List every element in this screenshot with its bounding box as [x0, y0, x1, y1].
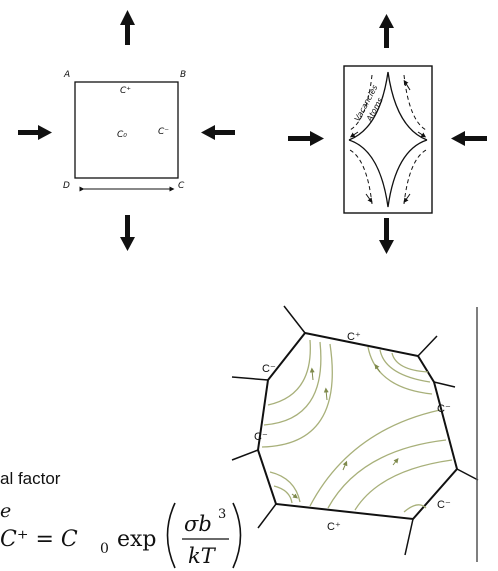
formula-exp: exp [117, 527, 157, 552]
hex-c-minus-left-upper: C⁻ [262, 363, 276, 375]
right-paren [232, 502, 242, 569]
stress-arrow-up-left [120, 10, 135, 45]
hex-c-minus-right-upper: C⁻ [437, 403, 451, 415]
stress-arrow-up-right [379, 14, 394, 48]
left-square-diagram [18, 10, 235, 251]
partial-e-text: e [0, 500, 11, 522]
corner-c: C [178, 181, 185, 191]
diffusion-flow-arrows [291, 363, 399, 499]
corner-a: A [63, 70, 70, 80]
atom-flux-curves [348, 71, 428, 208]
hex-c-plus-top: C⁺ [347, 331, 361, 343]
stress-arrow-left-into-left [201, 125, 235, 140]
formula-numerator-power: 3 [218, 507, 226, 522]
c-plus-label: C⁺ [120, 86, 131, 96]
formula: C⁺ = C 0 exp σb 3 kT [0, 502, 242, 569]
stress-arrow-left-into-right [451, 131, 487, 146]
flux-arrow-3 [403, 193, 411, 204]
stress-arrow-right-into-left [18, 125, 52, 140]
formula-numerator: σb [184, 512, 212, 536]
flux-arrow-2 [349, 131, 359, 138]
c-zero-label: C₀ [117, 130, 127, 140]
corner-b: B [180, 70, 186, 80]
hex-c-minus-right-lower: C⁻ [437, 499, 451, 511]
corner-d: D [63, 181, 70, 191]
grain-rectangle [343, 65, 433, 214]
right-rect-labels: Vacancies Atoms [353, 83, 385, 123]
neighbour-boundaries [231, 305, 479, 556]
flux-arrow-4 [365, 193, 373, 204]
partial-factor-text: al factor [0, 469, 61, 488]
diffusion-flow-lines [261, 339, 453, 513]
hexagon-diagram [231, 305, 479, 556]
hex-c-plus-bottom: C⁺ [327, 521, 341, 533]
stress-arrow-down-right [379, 218, 394, 254]
formula-denominator: kT [188, 544, 217, 568]
stress-arrow-right-into-right [288, 131, 324, 146]
hexagon-grain [256, 331, 459, 521]
vacancy-flux-curves [349, 74, 427, 205]
grain-square [74, 81, 179, 179]
flux-arrow-1 [417, 131, 427, 138]
left-square-labels: A B C D C⁺ C₀ C⁻ [63, 70, 186, 191]
right-rect-diagram [288, 14, 487, 254]
formula-lhs: C⁺ = C [0, 527, 78, 552]
hex-c-minus-left-lower: C⁻ [254, 431, 268, 443]
c-minus-label: C⁻ [158, 127, 169, 137]
left-paren [166, 502, 176, 569]
flux-arrow-5 [403, 79, 411, 91]
stress-arrow-down-left [120, 215, 135, 251]
hexagon-labels: C⁺ C⁻ C⁻ C⁻ C⁻ C⁺ [254, 331, 451, 533]
formula-subscript: 0 [100, 541, 109, 557]
